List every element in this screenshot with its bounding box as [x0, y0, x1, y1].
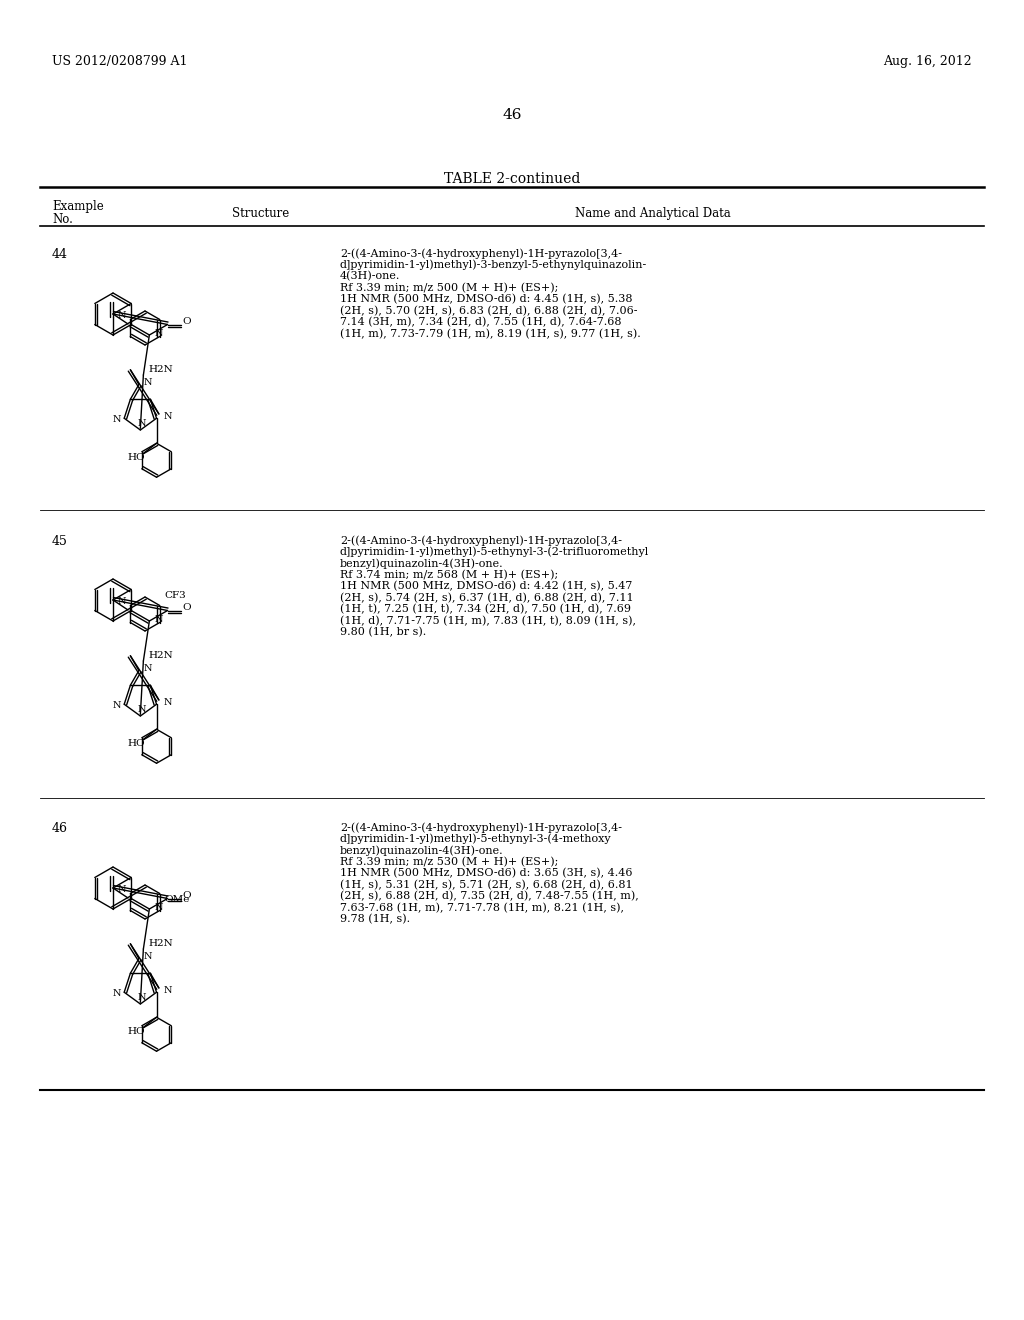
Text: 2-((4-Amino-3-(4-hydroxyphenyl)-1H-pyrazolo[3,4-: 2-((4-Amino-3-(4-hydroxyphenyl)-1H-pyraz…: [340, 535, 622, 545]
Text: N: N: [144, 664, 153, 673]
Text: Example: Example: [52, 201, 103, 213]
Text: (2H, s), 5.74 (2H, s), 6.37 (1H, d), 6.88 (2H, d), 7.11: (2H, s), 5.74 (2H, s), 6.37 (1H, d), 6.8…: [340, 593, 634, 603]
Text: N: N: [164, 986, 172, 995]
Text: TABLE 2-continued: TABLE 2-continued: [443, 172, 581, 186]
Text: O: O: [182, 603, 191, 612]
Text: Aug. 16, 2012: Aug. 16, 2012: [884, 55, 972, 69]
Text: 4(3H)-one.: 4(3H)-one.: [340, 271, 400, 281]
Text: HO: HO: [128, 1027, 145, 1036]
Text: (2H, s), 6.88 (2H, d), 7.35 (2H, d), 7.48-7.55 (1H, m),: (2H, s), 6.88 (2H, d), 7.35 (2H, d), 7.4…: [340, 891, 639, 902]
Text: 7.63-7.68 (1H, m), 7.71-7.78 (1H, m), 8.21 (1H, s),: 7.63-7.68 (1H, m), 7.71-7.78 (1H, m), 8.…: [340, 903, 624, 913]
Text: d]pyrimidin-1-yl)methyl)-5-ethynyl-3-(4-methoxy: d]pyrimidin-1-yl)methyl)-5-ethynyl-3-(4-…: [340, 833, 611, 843]
Text: (1H, t), 7.25 (1H, t), 7.34 (2H, d), 7.50 (1H, d), 7.69: (1H, t), 7.25 (1H, t), 7.34 (2H, d), 7.5…: [340, 605, 631, 614]
Text: N: N: [118, 886, 127, 895]
Text: N: N: [137, 418, 145, 428]
Text: N: N: [144, 952, 153, 961]
Text: benzyl)quinazolin-4(3H)-one.: benzyl)quinazolin-4(3H)-one.: [340, 845, 504, 855]
Text: H2N: H2N: [148, 366, 173, 375]
Text: N: N: [164, 698, 172, 708]
Text: (1H, d), 7.71-7.75 (1H, m), 7.83 (1H, t), 8.09 (1H, s),: (1H, d), 7.71-7.75 (1H, m), 7.83 (1H, t)…: [340, 615, 636, 626]
Text: CF3: CF3: [164, 590, 185, 599]
Text: N: N: [118, 312, 127, 321]
Text: 46: 46: [52, 822, 68, 836]
Text: N: N: [155, 903, 163, 912]
Text: (2H, s), 5.70 (2H, s), 6.83 (2H, d), 6.88 (2H, d), 7.06-: (2H, s), 5.70 (2H, s), 6.83 (2H, d), 6.8…: [340, 305, 638, 315]
Text: d]pyrimidin-1-yl)methyl)-5-ethynyl-3-(2-trifluoromethyl: d]pyrimidin-1-yl)methyl)-5-ethynyl-3-(2-…: [340, 546, 649, 557]
Text: 9.80 (1H, br s).: 9.80 (1H, br s).: [340, 627, 426, 638]
Text: N: N: [113, 414, 122, 424]
Text: N: N: [118, 598, 127, 606]
Text: d]pyrimidin-1-yl)methyl)-3-benzyl-5-ethynylquinazolin-: d]pyrimidin-1-yl)methyl)-3-benzyl-5-ethy…: [340, 260, 647, 271]
Text: Name and Analytical Data: Name and Analytical Data: [575, 207, 731, 220]
Text: 7.14 (3H, m), 7.34 (2H, d), 7.55 (1H, d), 7.64-7.68: 7.14 (3H, m), 7.34 (2H, d), 7.55 (1H, d)…: [340, 317, 622, 327]
Text: N: N: [155, 330, 163, 338]
Text: HO: HO: [128, 453, 145, 462]
Text: Structure: Structure: [232, 207, 289, 220]
Text: Rf 3.39 min; m/z 530 (M + H)+ (ES+);: Rf 3.39 min; m/z 530 (M + H)+ (ES+);: [340, 857, 558, 867]
Text: 1H NMR (500 MHz, DMSO-d6) d: 3.65 (3H, s), 4.46: 1H NMR (500 MHz, DMSO-d6) d: 3.65 (3H, s…: [340, 869, 633, 878]
Text: (1H, m), 7.73-7.79 (1H, m), 8.19 (1H, s), 9.77 (1H, s).: (1H, m), 7.73-7.79 (1H, m), 8.19 (1H, s)…: [340, 329, 641, 339]
Text: 46: 46: [502, 108, 522, 121]
Text: H2N: H2N: [148, 651, 173, 660]
Text: No.: No.: [52, 213, 73, 226]
Text: 2-((4-Amino-3-(4-hydroxyphenyl)-1H-pyrazolo[3,4-: 2-((4-Amino-3-(4-hydroxyphenyl)-1H-pyraz…: [340, 822, 622, 833]
Text: N: N: [113, 989, 122, 998]
Text: HO: HO: [128, 739, 145, 747]
Text: N: N: [113, 701, 122, 710]
Text: O: O: [182, 317, 191, 326]
Text: N: N: [144, 378, 153, 387]
Text: 2-((4-Amino-3-(4-hydroxyphenyl)-1H-pyrazolo[3,4-: 2-((4-Amino-3-(4-hydroxyphenyl)-1H-pyraz…: [340, 248, 622, 259]
Text: Rf 3.74 min; m/z 568 (M + H)+ (ES+);: Rf 3.74 min; m/z 568 (M + H)+ (ES+);: [340, 569, 558, 579]
Text: N: N: [137, 705, 145, 714]
Text: O: O: [182, 891, 191, 900]
Text: N: N: [155, 615, 163, 624]
Text: Rf 3.39 min; m/z 500 (M + H)+ (ES+);: Rf 3.39 min; m/z 500 (M + H)+ (ES+);: [340, 282, 558, 293]
Text: OMe: OMe: [164, 895, 189, 904]
Text: 1H NMR (500 MHz, DMSO-d6) d: 4.42 (1H, s), 5.47: 1H NMR (500 MHz, DMSO-d6) d: 4.42 (1H, s…: [340, 581, 633, 591]
Text: H2N: H2N: [148, 940, 173, 948]
Text: (1H, s), 5.31 (2H, s), 5.71 (2H, s), 6.68 (2H, d), 6.81: (1H, s), 5.31 (2H, s), 5.71 (2H, s), 6.6…: [340, 879, 633, 890]
Text: US 2012/0208799 A1: US 2012/0208799 A1: [52, 55, 187, 69]
Text: 45: 45: [52, 535, 68, 548]
Text: 9.78 (1H, s).: 9.78 (1H, s).: [340, 913, 411, 924]
Text: N: N: [164, 412, 172, 421]
Text: 44: 44: [52, 248, 68, 261]
Text: 1H NMR (500 MHz, DMSO-d6) d: 4.45 (1H, s), 5.38: 1H NMR (500 MHz, DMSO-d6) d: 4.45 (1H, s…: [340, 294, 633, 305]
Text: benzyl)quinazolin-4(3H)-one.: benzyl)quinazolin-4(3H)-one.: [340, 558, 504, 569]
Text: N: N: [137, 993, 145, 1002]
